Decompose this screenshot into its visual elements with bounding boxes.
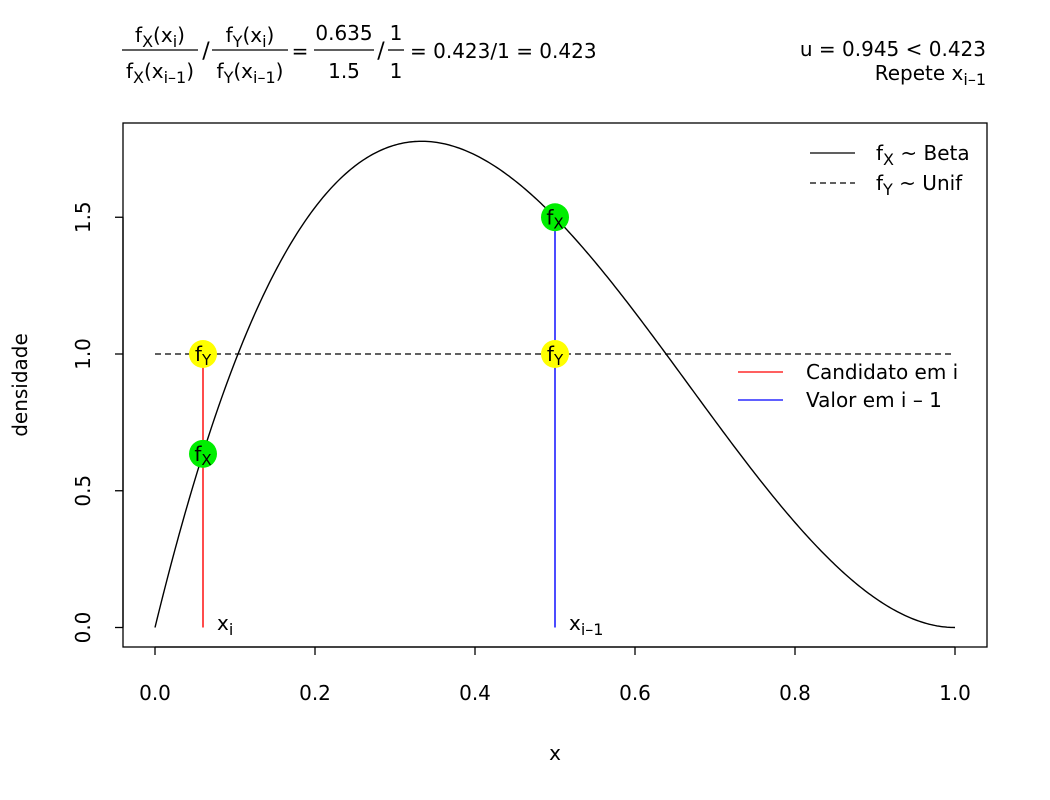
y-tick-label: 1.5	[71, 201, 95, 233]
point-circle	[541, 340, 569, 368]
legend-label-unif: fY ~ Unif	[876, 171, 963, 199]
slash: /	[202, 39, 210, 64]
y-tick-label: 0.5	[71, 475, 95, 507]
segments	[202, 217, 556, 628]
points: fY fX fY fX	[189, 203, 569, 469]
formula-num-2: fY(xi)	[226, 23, 275, 51]
acceptance-formula: fX(xi) fX(xi–1) / fY(xi) fY(xi–1) = 0.63…	[122, 21, 597, 87]
x-tick-label: 0.8	[779, 681, 811, 705]
xi-prev-label: xi–1	[569, 611, 603, 639]
formula-den-2: fY(xi–1)	[217, 59, 284, 87]
slash: /	[377, 39, 385, 64]
formula-value-num-1: 0.635	[315, 21, 372, 45]
point-marker: fY	[541, 340, 569, 369]
formula-num-1: fX(xi)	[135, 23, 185, 51]
point-circle	[189, 340, 217, 368]
formula-value-den-2: 1	[390, 59, 403, 83]
point-circle	[189, 439, 217, 468]
legend-label-candidate: Candidato em i	[806, 360, 958, 384]
formula-value-num-2: 1	[390, 21, 403, 45]
y-axis-label: densidade	[8, 333, 32, 437]
equals-sign: =	[292, 39, 309, 63]
formula-result: = 0.423/1 = 0.423	[410, 39, 597, 63]
point-marker: fY	[189, 340, 217, 369]
axes: 0.0 0.2 0.4 0.6 0.8 1.0 0.0 0.5 1.0 1.5	[71, 201, 971, 705]
formula-value-den-1: 1.5	[328, 59, 360, 83]
x-tick-label: 0.0	[139, 681, 171, 705]
decision-line-1: u = 0.945 < 0.423	[800, 37, 986, 61]
point-marker: fX	[189, 439, 217, 469]
legend-right: Candidato em i Valor em i – 1	[738, 360, 958, 412]
y-tick-label: 0.0	[71, 612, 95, 644]
point-circle	[541, 203, 569, 232]
x-tick-label: 0.4	[459, 681, 491, 705]
xi-label: xi	[217, 611, 233, 639]
decision-line-2: Repete xi–1	[875, 61, 986, 89]
x-tick-label: 1.0	[939, 681, 971, 705]
legend-label-previous: Valor em i – 1	[806, 388, 942, 412]
legend-top-right: fX ~ Beta fY ~ Unif	[810, 141, 970, 199]
x-tick-label: 0.6	[619, 681, 651, 705]
x-tick-label: 0.2	[299, 681, 331, 705]
point-marker: fX	[541, 203, 569, 232]
legend-label-beta: fX ~ Beta	[876, 141, 970, 169]
formula-den-1: fX(xi–1)	[126, 59, 194, 87]
y-tick-label: 1.0	[71, 338, 95, 370]
x-axis-label: x	[549, 741, 561, 765]
